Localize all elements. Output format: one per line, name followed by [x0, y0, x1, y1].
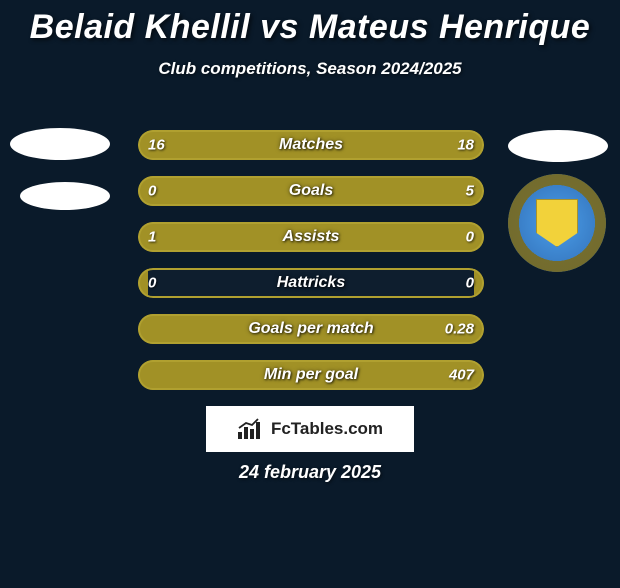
stat-label: Assists — [138, 228, 484, 246]
stat-label: Matches — [138, 136, 484, 154]
page-title: Belaid Khellil vs Mateus Henrique — [0, 8, 620, 47]
stat-row: Goals per match0.28 — [138, 314, 484, 344]
stat-row: 0Hattricks0 — [138, 268, 484, 298]
date-label: 24 february 2025 — [0, 462, 620, 483]
stat-value-right: 0.28 — [445, 321, 474, 338]
brand-chart-icon — [237, 418, 265, 440]
stats-container: 16Matches180Goals51Assists00Hattricks0Go… — [138, 130, 484, 406]
stat-value-right: 18 — [457, 137, 474, 154]
badge-ellipse — [10, 128, 110, 160]
stat-row: 0Goals5 — [138, 176, 484, 206]
badge-ellipse — [508, 130, 608, 162]
right-player-badge — [508, 130, 608, 272]
stat-label: Min per goal — [138, 366, 484, 384]
stat-value-right: 0 — [466, 229, 474, 246]
stat-row: Min per goal407 — [138, 360, 484, 390]
stat-row: 16Matches18 — [138, 130, 484, 160]
stat-label: Hattricks — [138, 274, 484, 292]
brand-text: FcTables.com — [271, 419, 383, 439]
badge-ellipse — [20, 182, 110, 210]
stat-value-right: 0 — [466, 275, 474, 292]
stat-value-right: 407 — [449, 367, 474, 384]
stat-label: Goals per match — [138, 320, 484, 338]
brand-box: FcTables.com — [206, 406, 414, 452]
left-player-badge — [10, 128, 110, 232]
crest-shield-icon — [536, 199, 578, 247]
stat-row: 1Assists0 — [138, 222, 484, 252]
stat-value-right: 5 — [466, 183, 474, 200]
club-crest — [508, 174, 606, 272]
subtitle: Club competitions, Season 2024/2025 — [0, 59, 620, 79]
stat-label: Goals — [138, 182, 484, 200]
